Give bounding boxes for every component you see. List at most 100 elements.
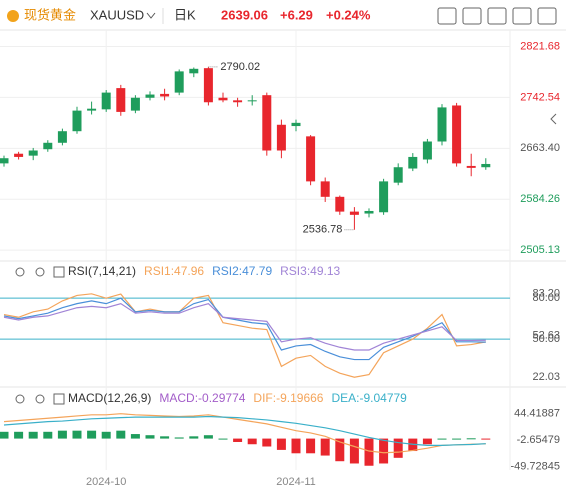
histogram-bar <box>116 430 126 439</box>
symbol[interactable]: XAUUSD <box>90 7 144 22</box>
y-tick-label: 2663.40 <box>520 142 560 154</box>
tool-settings[interactable] <box>487 7 507 25</box>
checkbox[interactable] <box>53 393 65 405</box>
candle-body <box>452 105 462 164</box>
candle-body <box>306 136 316 182</box>
indicator-title: RSI(7,14,21) <box>68 264 136 278</box>
y-tick-label: 2821.68 <box>520 40 560 52</box>
candle-body <box>364 210 374 214</box>
histogram-bar <box>247 438 257 445</box>
histogram-bar <box>364 438 374 466</box>
collapse-arrow[interactable] <box>550 113 557 125</box>
histogram-bar <box>87 430 97 439</box>
low-annotation: 2536.78 <box>303 224 343 236</box>
candle-body <box>393 167 403 183</box>
histogram-bar <box>262 438 272 447</box>
indicator-line <box>3 415 486 446</box>
histogram-bar <box>437 438 447 440</box>
eye-icon[interactable] <box>15 267 25 277</box>
histogram-bar <box>101 431 111 439</box>
histogram-bar <box>174 437 184 439</box>
candle-body <box>72 110 82 132</box>
candle-body <box>174 71 184 93</box>
tool-indicator[interactable] <box>462 7 482 25</box>
y-tick-label: 22.03 <box>532 371 560 383</box>
y-tick-label: 2505.13 <box>520 244 560 256</box>
y-tick-label: 2742.54 <box>520 91 560 103</box>
toolbar <box>437 7 557 25</box>
candle-body <box>57 131 67 143</box>
candle-body <box>422 141 432 160</box>
legend-entry: RSI2:47.79 <box>212 264 272 278</box>
histogram-bar <box>233 438 243 442</box>
legend-entry: MACD:-0.29774 <box>159 391 245 405</box>
candle-body <box>189 68 199 74</box>
candle-body <box>437 107 447 142</box>
candle-body <box>481 163 491 168</box>
last-price: 2639.06 <box>221 7 268 22</box>
candle-body <box>43 142 53 150</box>
candle-body <box>291 122 301 127</box>
legend-entry: RSI3:49.13 <box>280 264 340 278</box>
gear-icon[interactable] <box>35 267 45 277</box>
histogram-bar <box>160 436 170 439</box>
x-tick-label: 2024-10 <box>86 476 126 488</box>
tool-fullscreen[interactable] <box>537 7 557 25</box>
candle-body <box>130 97 140 111</box>
histogram-bar <box>276 438 286 450</box>
period[interactable]: 日K <box>174 7 196 22</box>
histogram-bar <box>481 438 491 440</box>
candle-body <box>218 97 228 101</box>
candle-body <box>116 88 126 112</box>
indicator-line <box>3 413 486 454</box>
candle-body <box>349 211 359 215</box>
histogram-bar <box>130 434 140 439</box>
tool-draw[interactable] <box>437 7 457 25</box>
reference-label: 50.00 <box>532 333 560 345</box>
candle-body <box>14 153 24 157</box>
legend-entry: DIF:-9.19666 <box>253 391 323 405</box>
checkbox[interactable] <box>53 266 65 278</box>
candle-body <box>320 181 330 197</box>
histogram-bar <box>320 438 330 456</box>
y-tick-label: 83.20 <box>532 288 560 300</box>
candle-body <box>466 165 476 168</box>
histogram-bar <box>452 438 462 440</box>
histogram-bar <box>203 435 213 439</box>
legend-entry: DEA:-9.04779 <box>331 391 407 405</box>
histogram-bar <box>349 438 359 464</box>
tool-compare[interactable] <box>512 7 532 25</box>
y-tick-label: 52.63 <box>532 329 560 341</box>
histogram-bar <box>145 435 155 439</box>
candle-body <box>0 158 9 164</box>
y-tick-label: -2.65479 <box>517 434 560 446</box>
indicator-line <box>3 302 486 351</box>
change: +6.29 <box>280 7 313 22</box>
histogram-bar <box>28 431 38 439</box>
indicator-title: MACD(12,26,9) <box>68 391 151 405</box>
histogram-bar <box>72 430 82 439</box>
instrument-name[interactable]: 现货黄金 <box>24 7 76 22</box>
indicator-line <box>3 297 486 361</box>
histogram-bar <box>189 436 199 439</box>
histogram-bar <box>0 431 9 439</box>
eye-icon[interactable] <box>15 394 25 404</box>
candle-body <box>160 93 170 97</box>
gear-icon[interactable] <box>35 394 45 404</box>
candle-body <box>101 92 111 110</box>
legend-entry: RSI1:47.96 <box>144 264 204 278</box>
histogram-bar <box>291 438 301 454</box>
candle-body <box>203 68 213 103</box>
candle-body <box>276 124 286 151</box>
dropdown[interactable] <box>146 12 156 19</box>
y-tick-label: 44.41887 <box>514 407 560 419</box>
histogram-bar <box>422 438 432 445</box>
histogram-bar <box>14 431 24 439</box>
y-tick-label: 2584.26 <box>520 193 560 205</box>
high-annotation: 2790.02 <box>220 61 260 73</box>
y-tick-label: -49.72845 <box>510 461 560 473</box>
histogram-bar <box>306 438 316 454</box>
histogram-bar <box>335 438 345 462</box>
